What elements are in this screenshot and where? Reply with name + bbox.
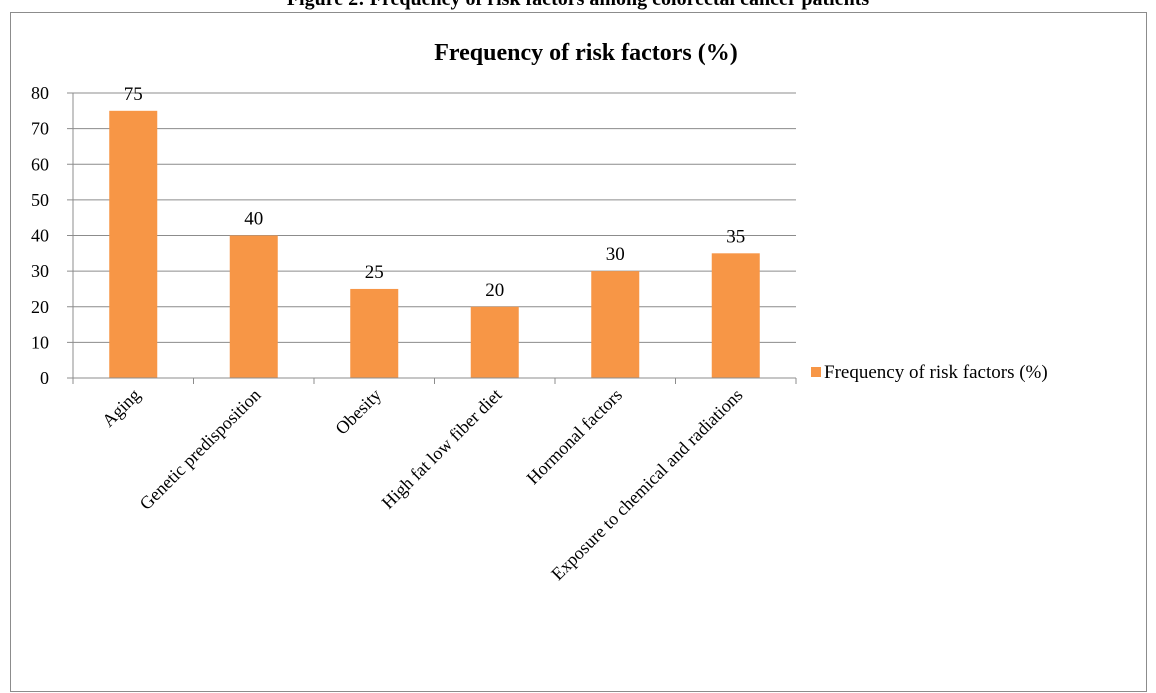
x-category-label: Genetic predisposition <box>136 385 265 514</box>
bar-genetic-predisposition <box>229 235 278 378</box>
y-tick-label: 50 <box>31 190 49 210</box>
bar-aging <box>109 110 158 378</box>
legend-label: Frequency of risk factors (%) <box>824 362 1048 383</box>
data-label: 40 <box>244 209 263 230</box>
x-category-label: Exposure to chemical and radiations <box>547 385 746 584</box>
x-category-label: High fat low fiber diet <box>378 385 506 513</box>
data-labels: 75 40 25 20 30 35 <box>124 84 746 301</box>
x-category-label: Hormonal factors <box>523 385 627 489</box>
data-label: 35 <box>726 226 745 247</box>
x-category-label: Obesity <box>331 385 385 439</box>
data-label: 30 <box>606 244 625 265</box>
x-category-label: Aging <box>98 385 144 431</box>
legend-swatch <box>811 367 821 377</box>
legend: Frequency of risk factors (%) <box>811 362 1048 383</box>
data-label: 20 <box>485 280 504 301</box>
bar-obesity <box>350 288 399 378</box>
bar-chart: Frequency of risk factors (%) 0 10 20 30 40 5… <box>31 40 1048 584</box>
figure-caption-cropped: Figure 2: Frequency of risk factors amon… <box>0 0 1156 12</box>
bar-high-fat-low-fiber-diet <box>470 306 519 378</box>
y-tick-label: 80 <box>31 83 49 103</box>
y-tick-label: 40 <box>31 226 49 246</box>
figure-caption-text: Figure 2: Frequency of risk factors amon… <box>0 0 1156 11</box>
chart-frame: Frequency of risk factors (%) 0 10 20 30 40 5… <box>10 12 1147 692</box>
chart-title: Frequency of risk factors (%) <box>434 40 738 66</box>
bar-exposure-to-chemical-and-radiations <box>711 253 760 378</box>
bars <box>109 110 760 378</box>
y-tick-label: 10 <box>31 332 49 352</box>
y-tick-label: 0 <box>40 368 49 388</box>
y-tick-label: 30 <box>31 261 49 281</box>
data-label: 25 <box>365 262 384 283</box>
gridlines <box>73 92 796 343</box>
data-label: 75 <box>124 84 143 105</box>
y-tick-label: 60 <box>31 154 49 174</box>
bar-hormonal-factors <box>591 271 640 378</box>
y-tick-label: 20 <box>31 297 49 317</box>
y-tick-label: 70 <box>31 119 49 139</box>
